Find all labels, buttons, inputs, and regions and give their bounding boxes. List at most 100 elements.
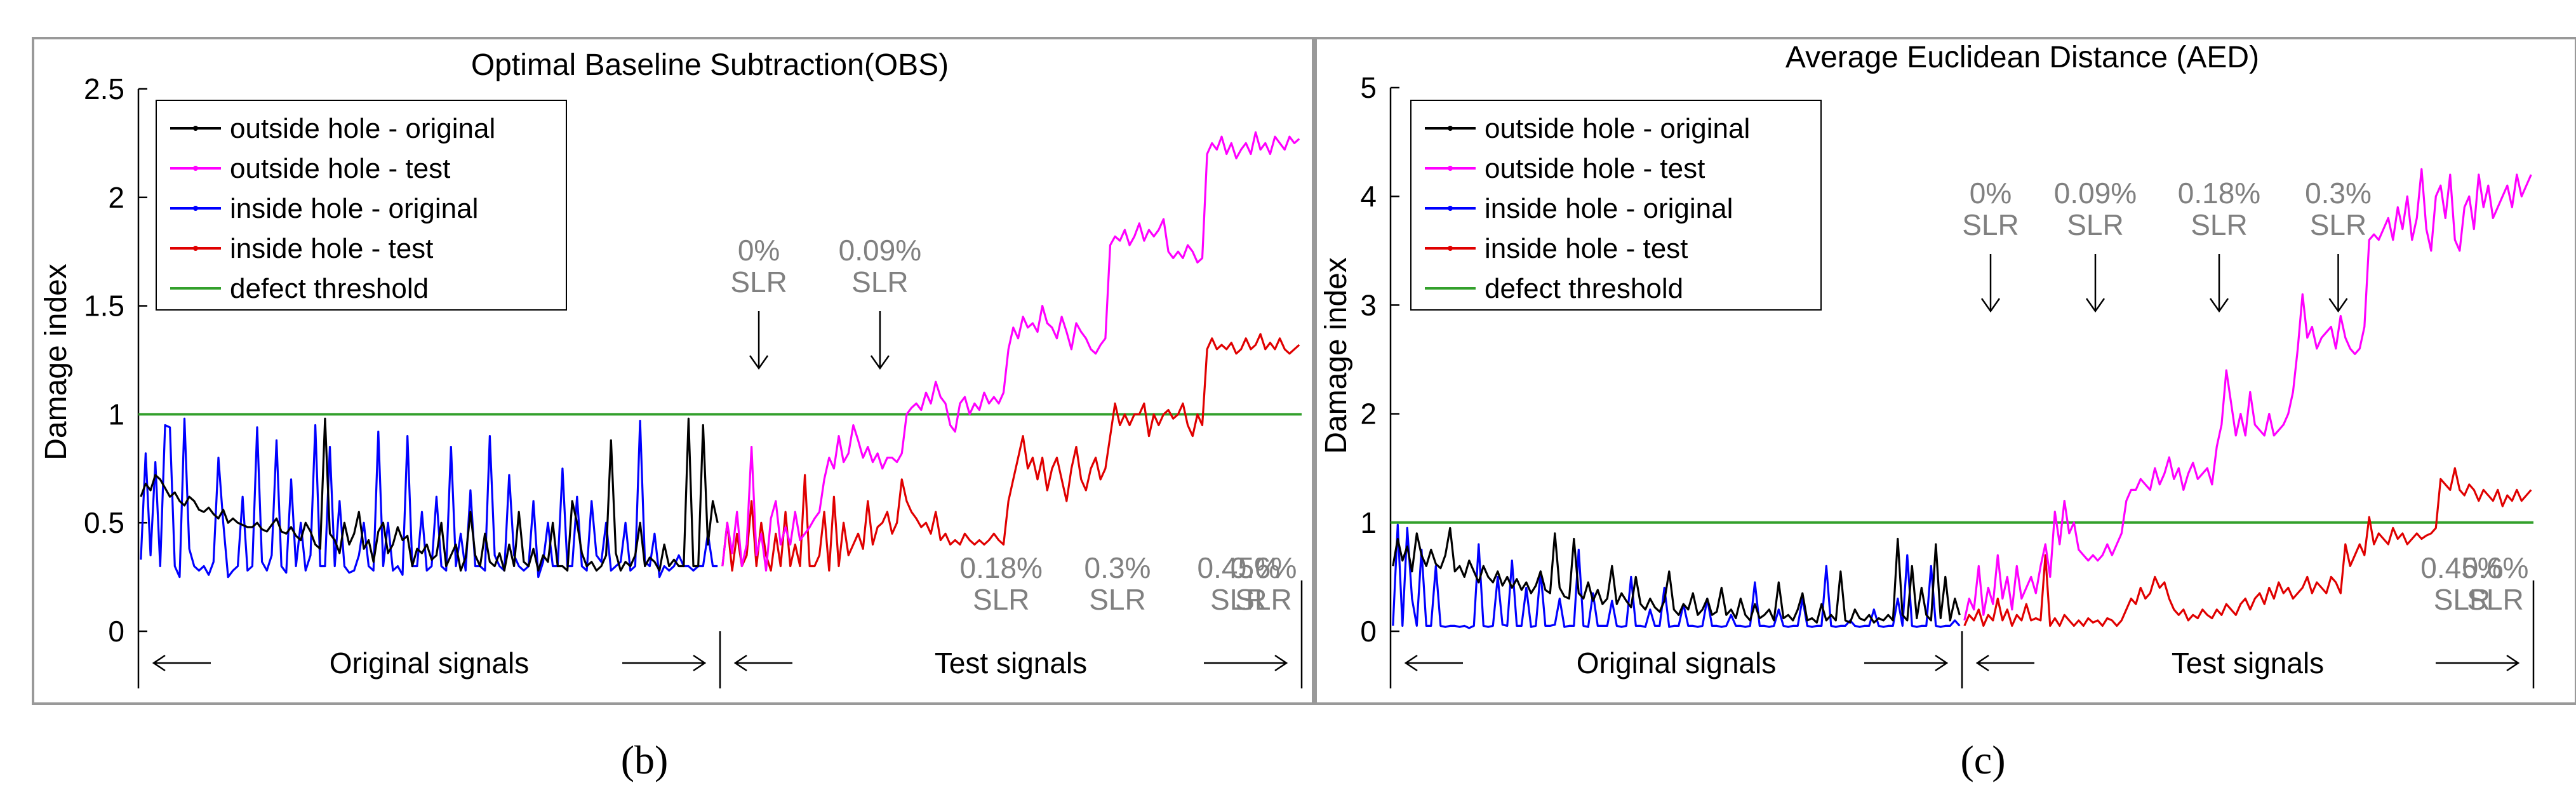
panel-b-y-tick-label: 1.5 — [84, 290, 124, 323]
panel-c-legend-marker-outside-hole-original — [1448, 126, 1453, 131]
panel-c-legend-marker-inside-hole-test — [1448, 246, 1453, 251]
panel-b-slr-annotation: SLR — [730, 265, 787, 298]
panel-b-region-arrow-left-head — [152, 654, 166, 672]
panel-b-y-tick-label: 0.5 — [84, 506, 124, 539]
panel-b-series-outside-hole-original — [140, 417, 719, 572]
panel-b-slr-annotation: SLR — [1235, 583, 1291, 616]
panel-b-legend-marker-outside-hole-test — [193, 166, 198, 171]
panel-c-slr-arrow-head — [2328, 298, 2348, 313]
panel-b-slr-annotation: 0.3% — [1084, 551, 1151, 584]
panel-b-legend-label: outside hole - test — [230, 153, 450, 184]
panel-b-slr-annotation: 0% — [738, 234, 780, 267]
panel-c-slr-annotation: 0.18% — [2178, 177, 2260, 210]
panel-b-legend-label: inside hole - original — [230, 193, 478, 224]
panel-b-slr-arrow-head — [749, 355, 769, 370]
panel-c-slr-annotation: 0.6% — [2462, 551, 2529, 584]
panel-b-region-arrow-right-head — [1274, 654, 1288, 672]
panel-c-slr-annotation: SLR — [2191, 208, 2247, 241]
panel-c-legend-label: inside hole - original — [1485, 193, 1733, 224]
panel-b-region-arrow-right-head — [693, 654, 707, 672]
panel-c-region-arrow-left-head — [1975, 654, 1989, 672]
panel-c-slr-annotation: 0.45% — [2420, 551, 2503, 584]
panel-b: Optimal Baseline Subtraction(OBS) Damage… — [32, 37, 1314, 782]
panel-b-annotations: 0%SLR0.09%SLR0.18%SLR0.3%SLR0.45%SLR0.6%… — [730, 234, 1297, 616]
panel-c-y-tick-label: 5 — [1360, 71, 1377, 104]
panel-b-legend-marker-inside-hole-test — [193, 246, 198, 251]
panel-c-y-tick-label: 2 — [1360, 398, 1377, 431]
panel-b-y-tick-label: 2.5 — [84, 72, 124, 105]
panel-c-region-arrow-right-head — [2506, 654, 2520, 672]
panel-c-slr-arrow-head — [2209, 298, 2229, 313]
panel-c-series-inside-hole-original — [1392, 523, 1961, 629]
panel-b-region-labels: Original signals Test signals — [152, 647, 1288, 680]
panel-b-slr-annotation: SLR — [973, 583, 1029, 616]
panel-b-y-tick-label: 0 — [108, 615, 124, 648]
panel-c-slr-annotation: 0.09% — [2054, 177, 2137, 210]
panel-b-slr-annotation: 0.18% — [960, 551, 1043, 584]
panel-c-legend-label: inside hole - test — [1485, 233, 1688, 264]
panel-b-label: (b) — [621, 737, 669, 782]
panel-b-legend-label: defect threshold — [230, 273, 429, 304]
panel-b-series-inside-hole-test — [721, 333, 1300, 572]
panel-b-slr-annotation: SLR — [1210, 583, 1267, 616]
panel-c-slr-annotation: 0% — [1970, 177, 2012, 210]
panel-b-legend-marker-outside-hole-original — [193, 126, 198, 131]
panel-b-slr-annotation: SLR — [851, 265, 908, 298]
panel-c-slr-annotation: SLR — [2434, 583, 2490, 616]
panel-c-y-ticks: 0 1 2 3 4 5 — [1360, 71, 1399, 648]
panel-b-slr-annotation: 0.6% — [1231, 551, 1297, 584]
panel-b-slr-arrow-head — [870, 355, 890, 370]
panel-c-region-arrow-right-head — [1935, 654, 1949, 672]
panel-c-slr-annotation: SLR — [2310, 208, 2366, 241]
panel-c-plot-area — [1389, 88, 2535, 688]
panel-c-y-tick-label: 0 — [1360, 615, 1377, 648]
panel-c-region-labels: Original signals Test signals — [1404, 647, 2520, 680]
panel-b-region-label: Original signals — [330, 647, 529, 680]
panel-c-series-outside-hole-test — [1963, 168, 2532, 621]
panel-c-legend: outside hole - original outside hole - te… — [1410, 100, 1822, 311]
panel-c: Average Euclidean Distance (AED) Damage … — [1314, 37, 2576, 782]
panel-c-legend-label: outside hole - original — [1485, 113, 1750, 144]
panel-b-plot-area — [137, 89, 1303, 688]
panel-c-legend-label: outside hole - test — [1485, 153, 1705, 184]
panel-c-region-label: Test signals — [2172, 647, 2324, 680]
panel-b-region-arrow-left-head — [733, 654, 747, 672]
panel-c-region-arrow-left-head — [1404, 654, 1418, 672]
panel-c-series-inside-hole-test — [1963, 467, 2532, 627]
panel-b-y-ticks: 0 0.5 1 1.5 2 2.5 — [84, 72, 147, 648]
panel-c-slr-arrow-head — [1980, 298, 2001, 313]
panel-c-label: (c) — [1960, 737, 2005, 782]
panel-b-y-tick-label: 1 — [108, 398, 124, 431]
panel-b-y-axis-label: Damage index — [39, 264, 73, 460]
panel-c-series-outside-hole-original — [1392, 526, 1961, 624]
panel-b-legend-label: outside hole - original — [230, 113, 495, 144]
panel-b-slr-annotation: SLR — [1089, 583, 1145, 616]
panel-c-slr-annotation: SLR — [2067, 208, 2123, 241]
panel-b-slr-annotation: 0.09% — [839, 234, 921, 267]
panel-c-y-tick-label: 4 — [1360, 180, 1377, 213]
panel-b-legend: outside hole - original outside hole - te… — [156, 100, 567, 311]
panel-c-slr-annotation: SLR — [2467, 583, 2523, 616]
panel-c-slr-arrow-head — [2085, 298, 2106, 313]
panel-c-legend-marker-inside-hole-original — [1448, 206, 1453, 211]
panel-b-region-label: Test signals — [935, 647, 1087, 680]
panel-c-legend-marker-outside-hole-test — [1448, 166, 1453, 171]
panel-c-y-tick-label: 1 — [1360, 506, 1377, 539]
panel-b-y-tick-label: 2 — [108, 181, 124, 214]
panel-b-title: Optimal Baseline Subtraction(OBS) — [471, 48, 949, 82]
panel-b-legend-box — [156, 100, 567, 311]
panel-c-y-tick-label: 3 — [1360, 288, 1377, 321]
panel-b-slr-annotation: 0.45% — [1198, 551, 1280, 584]
panel-c-y-axis-label: Damage index — [1319, 257, 1353, 454]
panel-b-legend-marker-inside-hole-original — [193, 206, 198, 211]
panel-b-series-outside-hole-test — [721, 131, 1300, 572]
panel-c-legend-label: defect threshold — [1485, 273, 1683, 304]
panel-c-annotations: 0%SLR0.09%SLR0.18%SLR0.3%SLR0.45%SLR0.6%… — [1962, 177, 2528, 616]
panel-c-title: Average Euclidean Distance (AED) — [1785, 41, 2259, 74]
panel-b-series-inside-hole-original — [140, 417, 718, 579]
panel-c-slr-annotation: SLR — [1962, 208, 2019, 241]
panel-c-legend-box — [1410, 100, 1822, 311]
panel-c-slr-annotation: 0.3% — [2305, 177, 2372, 210]
panel-b-legend-label: inside hole - test — [230, 233, 433, 264]
